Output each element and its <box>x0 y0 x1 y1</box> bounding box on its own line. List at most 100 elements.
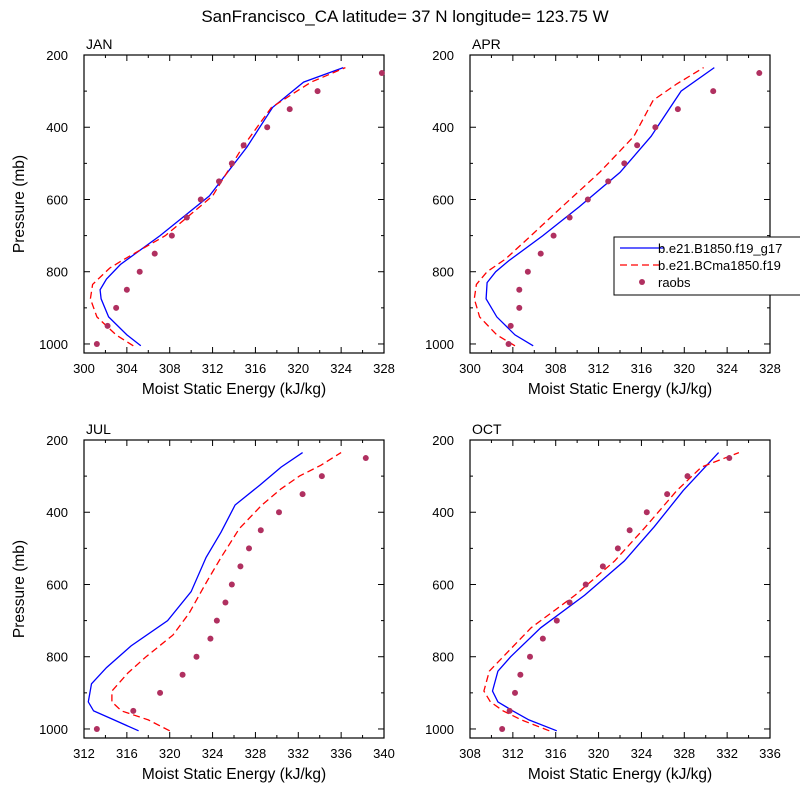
y-tick-label: 200 <box>432 433 454 448</box>
x-axis-label: Moist Static Energy (kJ/kg) <box>142 766 326 783</box>
series-line-b1850 <box>87 452 303 732</box>
y-tick-label: 1000 <box>39 722 68 737</box>
raobs-point <box>674 106 681 113</box>
x-tick-label: 320 <box>588 746 610 761</box>
raobs-point <box>237 563 244 570</box>
x-tick-label: 312 <box>202 361 224 376</box>
raobs-point <box>264 124 271 131</box>
raobs-point <box>505 340 512 347</box>
series-line-b1850 <box>99 66 344 347</box>
figure-title: SanFrancisco_CA latitude= 37 N longitude… <box>201 7 608 26</box>
x-tick-label: 316 <box>545 746 567 761</box>
x-tick-label: 300 <box>459 361 481 376</box>
raobs-point <box>286 106 293 113</box>
raobs-point <box>113 304 120 311</box>
raobs-point <box>216 178 222 185</box>
x-tick-label: 328 <box>759 361 781 376</box>
raobs-point <box>537 250 544 257</box>
y-tick-label: 1000 <box>425 722 454 737</box>
panel-title: APR <box>472 36 501 52</box>
y-axis-label: Pressure (mb) <box>11 155 28 253</box>
raobs-point <box>634 142 641 149</box>
x-tick-label: 328 <box>673 746 695 761</box>
raobs-point <box>507 322 514 329</box>
raobs-point <box>512 689 518 696</box>
y-tick-label: 400 <box>46 505 68 520</box>
panel-jul: 312 316 320 324 328 332 336 340 200 400 600 800 1000… <box>11 421 395 783</box>
x-axis-label: Moist Static Energy (kJ/kg) <box>528 766 712 783</box>
raobs-point <box>499 725 506 732</box>
y-tick-label: 600 <box>46 192 68 207</box>
x-tick-label: 332 <box>716 746 738 761</box>
panel-jan: 300 304 308 312 316 320 324 328 200 400 600 800 1000… <box>11 36 395 398</box>
raobs-point <box>517 671 524 678</box>
raobs-point <box>710 88 717 95</box>
x-tick-label: 312 <box>502 746 524 761</box>
raobs-point <box>566 214 573 221</box>
x-tick-label: 308 <box>159 361 181 376</box>
raobs-point <box>179 671 186 678</box>
x-tick-label: 328 <box>373 361 395 376</box>
plot-frame <box>83 54 385 354</box>
raobs-point <box>553 617 560 624</box>
x-axis-label: Moist Static Energy (kJ/kg) <box>142 381 326 398</box>
series-line-bcma1850 <box>483 451 740 732</box>
panel-oct: 308 312 316 320 324 328 332 336 200 400 600 800 1000… <box>425 421 781 783</box>
raobs-point <box>93 340 100 347</box>
raobs-point <box>652 124 659 131</box>
y-tick-label: 400 <box>432 120 454 135</box>
legend-swatch-dot <box>639 279 645 285</box>
panel-title: JAN <box>86 36 112 52</box>
raobs-point <box>643 509 650 516</box>
x-tick-label: 324 <box>631 746 653 761</box>
raobs-point <box>566 599 573 606</box>
y-tick-label: 600 <box>432 192 454 207</box>
raobs-point <box>197 196 204 203</box>
raobs-point <box>550 232 557 239</box>
series-line-bcma1850 <box>89 67 346 347</box>
raobs-point <box>93 725 100 732</box>
y-tick-label: 600 <box>432 577 454 592</box>
y-tick-label: 600 <box>46 577 68 592</box>
legend-label: b.e21.B1850.f19_g17 <box>658 241 782 256</box>
series-layer <box>89 66 346 347</box>
raobs-point <box>516 286 523 293</box>
y-tick-label: 400 <box>46 120 68 135</box>
series-layer <box>483 451 740 732</box>
raobs-point <box>362 455 369 462</box>
raobs-point <box>621 160 628 167</box>
raobs-point <box>228 581 235 588</box>
x-tick-label: 340 <box>373 746 395 761</box>
x-tick-label: 312 <box>73 746 95 761</box>
raobs-point <box>614 545 621 552</box>
raobs-point <box>168 232 175 239</box>
y-tick-label: 1000 <box>425 337 454 352</box>
raobs-point <box>228 160 235 167</box>
panel-apr: 300 304 308 312 316 320 324 328 200 400 600 800 1000… <box>425 36 781 398</box>
raobs-point <box>584 196 591 203</box>
series-line-bcma1850 <box>111 452 342 732</box>
x-tick-label: 308 <box>545 361 567 376</box>
x-tick-label: 320 <box>159 746 181 761</box>
y-tick-label: 200 <box>432 48 454 63</box>
raobs-point <box>684 473 691 480</box>
x-tick-label: 336 <box>330 746 352 761</box>
raobs-point <box>257 527 264 534</box>
raobs-point <box>246 545 252 552</box>
raobs-point <box>299 491 306 498</box>
raobs-point <box>183 214 190 221</box>
raobs-point <box>151 250 158 257</box>
series-line-b1850 <box>485 67 715 347</box>
x-tick-label: 316 <box>245 361 267 376</box>
raobs-point <box>516 304 523 311</box>
x-tick-label: 316 <box>116 746 138 761</box>
plot-frame <box>469 54 771 354</box>
raobs-point <box>524 268 531 275</box>
raobs-point <box>664 491 671 498</box>
x-tick-label: 316 <box>631 361 653 376</box>
raobs-point <box>527 653 533 660</box>
x-tick-label: 304 <box>502 361 524 376</box>
series-layer <box>473 67 715 347</box>
raobs-point <box>136 268 143 275</box>
raobs-point <box>240 142 247 149</box>
